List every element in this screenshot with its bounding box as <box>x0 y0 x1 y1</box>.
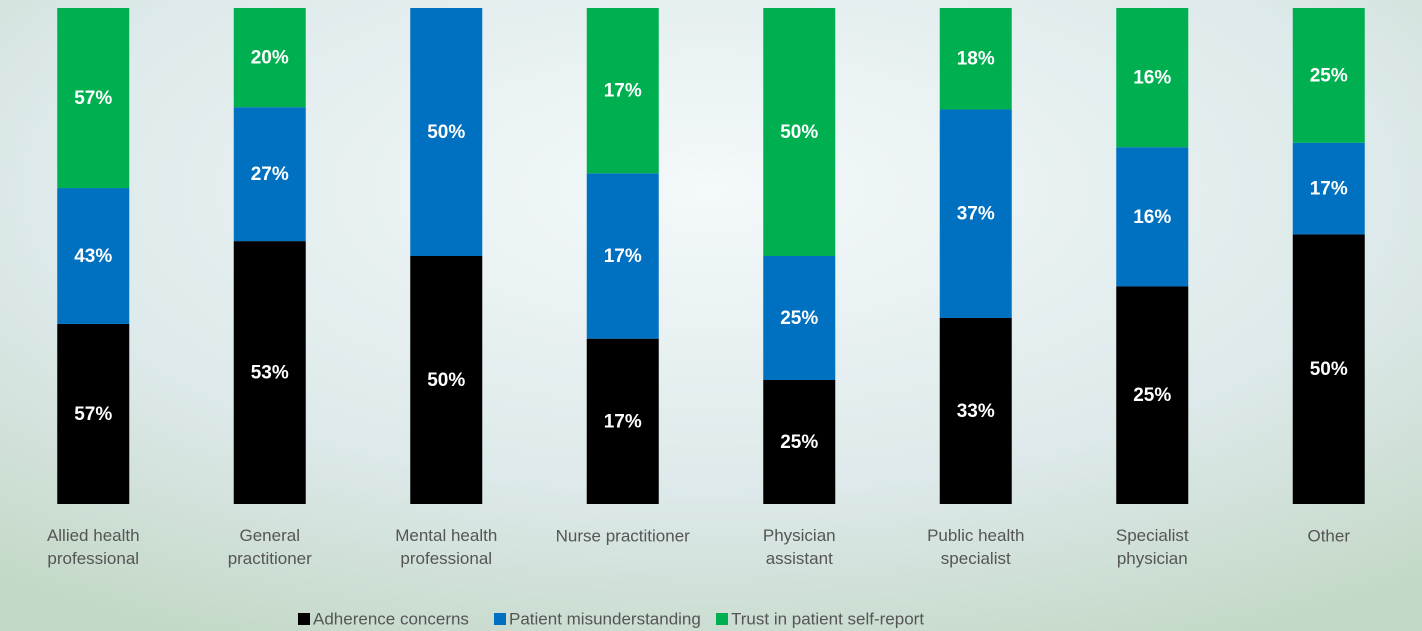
x-tick-label: Public health specialist <box>927 526 1024 568</box>
bar-segment <box>233 107 306 242</box>
bar-segment <box>586 338 659 504</box>
legend-swatch <box>494 613 506 625</box>
data-label: 16% <box>1133 68 1171 89</box>
legend-swatch <box>716 613 728 625</box>
data-label: 50% <box>780 122 818 143</box>
bar-segment <box>1292 234 1365 504</box>
x-tick-label-line: physician <box>1117 549 1188 568</box>
data-label: 27% <box>251 164 289 185</box>
bar-segment <box>586 8 659 174</box>
data-label: 25% <box>780 432 818 453</box>
x-tick-label: Other <box>1307 526 1350 545</box>
data-label: 53% <box>251 363 289 384</box>
bar-segment <box>1116 8 1189 148</box>
x-tick-label-line: specialist <box>941 549 1011 568</box>
data-label: 17% <box>604 246 642 267</box>
x-tick-label: Nurse practitioner <box>556 526 691 545</box>
bar-segment <box>763 8 836 256</box>
data-label: 16% <box>1133 207 1171 228</box>
bar-segment <box>939 8 1012 110</box>
data-label: 17% <box>1310 179 1348 200</box>
bar-segment <box>939 318 1012 504</box>
data-label: 20% <box>251 48 289 69</box>
data-label: 57% <box>74 88 112 109</box>
bar-segment <box>1292 8 1365 143</box>
x-tick-label: General practitioner <box>228 526 312 568</box>
x-tick-label-line: Physician <box>763 526 836 545</box>
data-label: 50% <box>427 122 465 143</box>
x-tick-label-line: professional <box>47 549 139 568</box>
x-tick-label-line: Public health <box>927 526 1024 545</box>
bar-segment <box>410 8 483 256</box>
data-label: 50% <box>1310 359 1348 380</box>
bar-segment <box>763 256 836 380</box>
data-label: 25% <box>1133 385 1171 406</box>
data-label: 17% <box>604 81 642 102</box>
x-tick-label-line: professional <box>400 549 492 568</box>
data-label: 17% <box>604 411 642 432</box>
bar-segment <box>410 256 483 504</box>
bar-segment <box>763 380 836 504</box>
x-tick-label-line: General <box>240 526 300 545</box>
bar-segment <box>939 109 1012 318</box>
bar-segment <box>1292 142 1365 235</box>
bar-segment <box>233 8 306 108</box>
x-tick-label: Specialist physician <box>1116 526 1189 568</box>
data-label: 57% <box>74 404 112 425</box>
bar-segment <box>233 241 306 504</box>
legend-label: Adherence concerns <box>313 609 469 628</box>
data-label: 18% <box>957 49 995 70</box>
bar-segment <box>57 323 130 504</box>
x-tick-label-line: Allied health <box>47 526 140 545</box>
data-label: 50% <box>427 370 465 391</box>
x-tick-label: Allied health professional <box>47 526 140 568</box>
x-tick-label: Mental health professional <box>395 526 497 568</box>
legend-label: Patient misunderstanding <box>509 609 701 628</box>
legend-swatch <box>298 613 310 625</box>
data-label: 37% <box>957 204 995 225</box>
bar-segment <box>1116 147 1189 287</box>
data-label: 25% <box>780 308 818 329</box>
x-tick-label-line: Mental health <box>395 526 497 545</box>
x-tick-label-line: practitioner <box>228 549 312 568</box>
bar-segment <box>57 8 130 189</box>
x-tick-label-line: Specialist <box>1116 526 1189 545</box>
x-tick-label: Physician assistant <box>763 526 836 568</box>
x-tick-label-line: assistant <box>766 549 833 568</box>
bar-segment <box>586 173 659 339</box>
bar-segment <box>57 188 130 324</box>
data-label: 43% <box>74 246 112 267</box>
data-label: 25% <box>1310 65 1348 86</box>
data-label: 33% <box>957 401 995 422</box>
legend-label: Trust in patient self-report <box>731 609 924 628</box>
bar-segment <box>1116 286 1189 504</box>
